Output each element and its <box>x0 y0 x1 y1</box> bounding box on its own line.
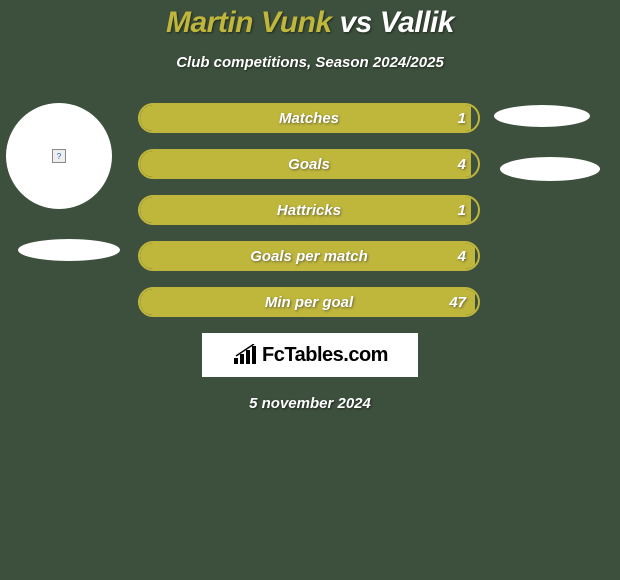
stat-bar-value: 47 <box>449 289 466 315</box>
title-player2: Vallik <box>380 6 454 39</box>
stat-bar-value: 4 <box>458 243 466 269</box>
stat-bar-label: Matches <box>140 105 478 131</box>
player2-ellipse-1 <box>494 105 590 127</box>
stat-bar-value: 1 <box>458 105 466 131</box>
stat-bar: Min per goal47 <box>138 287 480 317</box>
chart-bars-icon <box>232 344 258 366</box>
stat-bar-value: 1 <box>458 197 466 223</box>
comparison-title: Martin Vunk vs Vallik <box>0 0 620 40</box>
fctables-logo: FcTables.com <box>202 333 418 377</box>
logo-text: FcTables.com <box>262 344 388 367</box>
stat-bar-label: Min per goal <box>140 289 478 315</box>
broken-image-icon: ? <box>52 149 66 163</box>
stat-bar: Goals4 <box>138 149 480 179</box>
stat-bar-label: Goals per match <box>140 243 478 269</box>
title-player1: Martin Vunk <box>166 6 332 39</box>
stat-bar-value: 4 <box>458 151 466 177</box>
player2-ellipse-2 <box>500 157 600 181</box>
stat-bar: Hattricks1 <box>138 195 480 225</box>
subtitle: Club competitions, Season 2024/2025 <box>0 54 620 71</box>
stat-bar-label: Goals <box>140 151 478 177</box>
player1-name-ellipse <box>18 239 120 261</box>
title-vs: vs <box>339 6 371 39</box>
player1-avatar: ? <box>6 103 112 209</box>
stat-bar: Goals per match4 <box>138 241 480 271</box>
snapshot-date: 5 november 2024 <box>0 395 620 412</box>
stat-bar-label: Hattricks <box>140 197 478 223</box>
stat-bar: Matches1 <box>138 103 480 133</box>
stats-bars: Matches1Goals4Hattricks1Goals per match4… <box>138 103 480 333</box>
